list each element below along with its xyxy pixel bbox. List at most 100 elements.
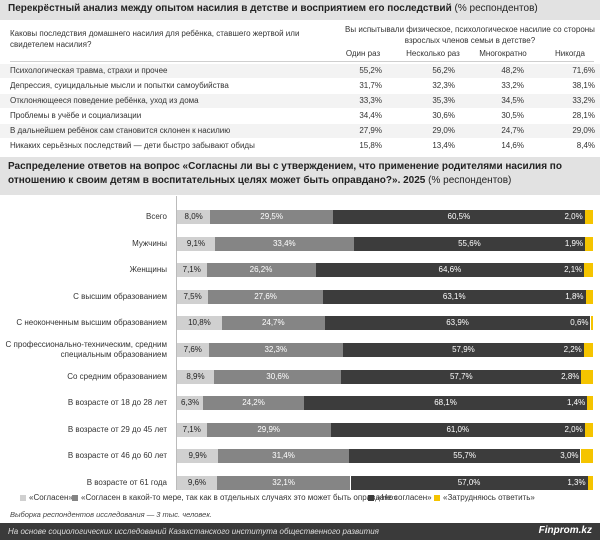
bar-category-label: Со средним образованием bbox=[67, 371, 167, 381]
table-row: В дальнейшем ребёнок сам становится скло… bbox=[0, 124, 600, 138]
table-cell: 32,3% bbox=[432, 81, 455, 90]
bar-segment bbox=[350, 476, 588, 490]
table-row: Никаких серьёзных последствий — дети быс… bbox=[0, 139, 600, 153]
table-row: Депрессия, суицидальные мысли и попытки … bbox=[0, 79, 600, 93]
footer: На основе социологических исследований К… bbox=[0, 523, 600, 540]
table-row: Психологическая травма, страхи и прочее 5… bbox=[0, 64, 600, 78]
bar-data-label: 2,0% bbox=[564, 424, 583, 434]
bar-data-label: 2,8% bbox=[561, 371, 580, 381]
bar-data-label: 1,4% bbox=[566, 398, 586, 408]
bar-data-label: 32,3% bbox=[264, 345, 288, 354]
bar-data-label: 1,8% bbox=[565, 291, 584, 301]
bar-category-label: Всего bbox=[146, 212, 167, 221]
bar-data-label: 30,6% bbox=[266, 371, 289, 381]
bar-segment bbox=[177, 449, 219, 464]
bar-category-label: Женщины bbox=[129, 265, 167, 275]
bar-segment bbox=[210, 210, 333, 224]
bar-category-label: В возрасте от 46 до 60 лет bbox=[67, 451, 167, 461]
bar-category-label: В возрасте от 18 до 28 лет bbox=[67, 398, 167, 408]
bar-data-label: 24,2% bbox=[242, 398, 265, 408]
bar-category-label: С профессионально-техническим, средним с… bbox=[5, 340, 167, 359]
bar-segment bbox=[208, 289, 323, 304]
bar-data-label: 0,6% bbox=[570, 318, 589, 328]
bar-segment bbox=[580, 449, 593, 464]
bar-category-label: В возрасте от 29 до 45 лет bbox=[67, 424, 167, 434]
bar-segment bbox=[203, 396, 304, 411]
bar-segment bbox=[584, 210, 593, 224]
bar-category-label: Мужчины bbox=[132, 238, 167, 248]
bar-data-label: 27,6% bbox=[254, 291, 277, 301]
bar-segment bbox=[348, 449, 581, 464]
chart-title-main: Распределение ответов на вопрос «Согласн… bbox=[8, 161, 562, 186]
bar-segment bbox=[587, 476, 593, 490]
bar-data-label: 64,6% bbox=[438, 265, 462, 275]
bar-segment bbox=[590, 316, 593, 331]
legend-swatch bbox=[72, 494, 78, 501]
bar-data-label: 2,2% bbox=[563, 345, 582, 354]
bar-segment bbox=[214, 236, 354, 251]
table-col-header: Никогда bbox=[555, 49, 585, 58]
table-cell: 15,8% bbox=[359, 141, 382, 150]
table-cell: 14,6% bbox=[501, 141, 524, 150]
bar-data-label: 61,0% bbox=[446, 424, 470, 434]
bar-data-label: 29,9% bbox=[257, 424, 281, 434]
bar-segment bbox=[585, 236, 593, 251]
bar-data-label: 31,4% bbox=[272, 451, 295, 461]
legend-swatch bbox=[20, 494, 26, 501]
bar-data-label: 63,9% bbox=[446, 318, 469, 328]
legend-swatch bbox=[434, 494, 440, 501]
bar-segment bbox=[218, 449, 349, 464]
legend-item: «Согласен» bbox=[20, 493, 73, 502]
table-col-header: Несколько раз bbox=[406, 49, 460, 58]
bar-segment bbox=[343, 343, 584, 357]
table-row-label: Депрессия, суицидальные мысли и попытки … bbox=[10, 81, 229, 90]
table-col-header: Многократно bbox=[479, 49, 527, 58]
bar-segment bbox=[206, 263, 316, 278]
table-cell: 13,4% bbox=[432, 141, 455, 150]
table-cell: 30,6% bbox=[432, 111, 455, 120]
bar-data-label: 1,9% bbox=[564, 238, 584, 248]
table-question-left: Каковы последствия домашнего насилия для… bbox=[10, 29, 300, 49]
bar-segment bbox=[177, 316, 222, 331]
bar-segment bbox=[330, 422, 585, 437]
table-row: Проблемы в учёбе и социализации 34,4% 30,6… bbox=[0, 109, 600, 123]
table-cell: 27,9% bbox=[359, 126, 382, 135]
page-title: Перекрёстный анализ между опытом насилия… bbox=[0, 0, 600, 20]
page-title-main: Перекрёстный анализ между опытом насилия… bbox=[8, 3, 452, 14]
bar-segment bbox=[177, 289, 209, 304]
bar-data-label: 2,1% bbox=[564, 265, 583, 275]
bar-data-label: 1,3% bbox=[567, 478, 586, 487]
table-cell: 28,1% bbox=[572, 111, 595, 120]
bar-segment bbox=[177, 263, 207, 278]
legend-label: «Согласен» bbox=[29, 493, 73, 502]
bar-segment bbox=[177, 396, 204, 411]
bar-data-label: 60,5% bbox=[447, 212, 471, 221]
bar-segment bbox=[177, 422, 207, 437]
bar-data-label: 2,0% bbox=[564, 212, 583, 221]
bar-segment bbox=[206, 422, 331, 437]
bar-segment bbox=[221, 316, 325, 331]
bar-segment bbox=[208, 343, 343, 357]
table-row-label: Отклоняющееся поведение ребёнка, уход из… bbox=[10, 96, 199, 105]
bar-data-label: 3,0% bbox=[560, 451, 579, 461]
table-cell: 34,4% bbox=[359, 111, 382, 120]
bar-segment bbox=[315, 263, 585, 278]
bar-data-label: 57,7% bbox=[449, 371, 473, 381]
bar-category-label: В возрасте от 61 года bbox=[86, 478, 167, 487]
bar-segment bbox=[584, 422, 593, 437]
table-cell: 8,4% bbox=[576, 141, 595, 150]
bar-data-label: 8,0% bbox=[184, 212, 203, 221]
bar-data-label: 10,8% bbox=[188, 318, 211, 328]
sample-note: Выборка респондентов исследования — 3 ты… bbox=[10, 510, 212, 519]
chart-axis-line bbox=[176, 196, 177, 490]
table-cell: 56,2% bbox=[432, 66, 455, 75]
bar-data-label: 57,0% bbox=[457, 478, 481, 487]
legend-item: «Затрудняюсь ответить» bbox=[434, 493, 535, 502]
brand-logo: Finprom.kz bbox=[538, 525, 592, 536]
stacked-bar-chart: Всего 8,0% 29,5% 60,5% 2,0% Мужчины 9,1% 33,4% 5… bbox=[0, 196, 600, 490]
table-row-label: Психологическая травма, страхи и прочее bbox=[10, 66, 168, 75]
table-question-right: Вы испытывали физическое, психологическо… bbox=[345, 25, 595, 45]
table-cell: 29,0% bbox=[432, 126, 455, 135]
bar-data-label: 6,3% bbox=[180, 398, 200, 408]
table-cell: 38,1% bbox=[572, 81, 595, 90]
